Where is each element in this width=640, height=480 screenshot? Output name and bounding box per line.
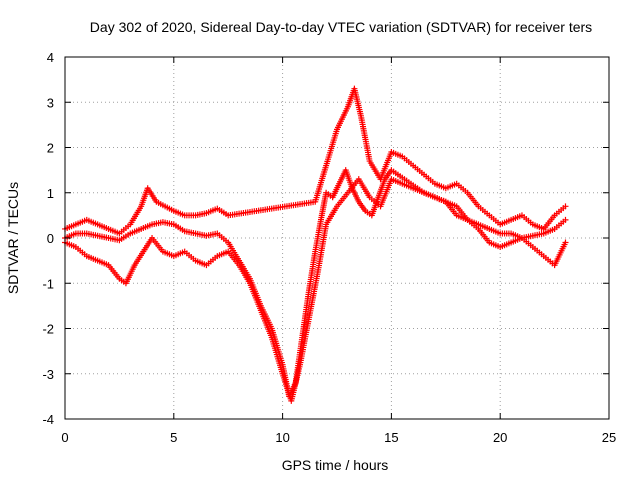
x-axis-label: GPS time / hours — [282, 457, 389, 473]
x-tick-label: 10 — [275, 430, 289, 445]
y-tick-label: -1 — [42, 276, 54, 291]
y-tick-label: 4 — [47, 50, 54, 65]
x-tick-label: 5 — [170, 430, 177, 445]
series-lower — [62, 176, 569, 404]
x-tick-label: 15 — [384, 430, 398, 445]
y-tick-label: 0 — [47, 231, 54, 246]
x-tick-label: 0 — [61, 430, 68, 445]
y-tick-label: -2 — [42, 322, 54, 337]
grid — [65, 57, 609, 419]
data-point — [562, 216, 569, 223]
axis-ticks: 0 5 10 15 20 25 -4 -3 -2 -1 0 1 2 3 4 — [42, 50, 616, 445]
data-series — [62, 85, 569, 404]
chart-title: Day 302 of 2020, Sidereal Day-to-day VTE… — [90, 19, 592, 35]
y-tick-label: -3 — [42, 367, 54, 382]
data-point — [562, 239, 569, 246]
y-tick-label: 2 — [47, 141, 54, 156]
y-tick-label: 3 — [47, 95, 54, 110]
x-tick-label: 25 — [602, 430, 616, 445]
y-tick-label: -4 — [42, 412, 54, 427]
series-upper — [62, 85, 569, 237]
x-tick-label: 20 — [493, 430, 507, 445]
data-point — [562, 203, 569, 210]
y-tick-label: 1 — [47, 186, 54, 201]
y-axis-label: SDTVAR / TECUs — [5, 182, 21, 294]
